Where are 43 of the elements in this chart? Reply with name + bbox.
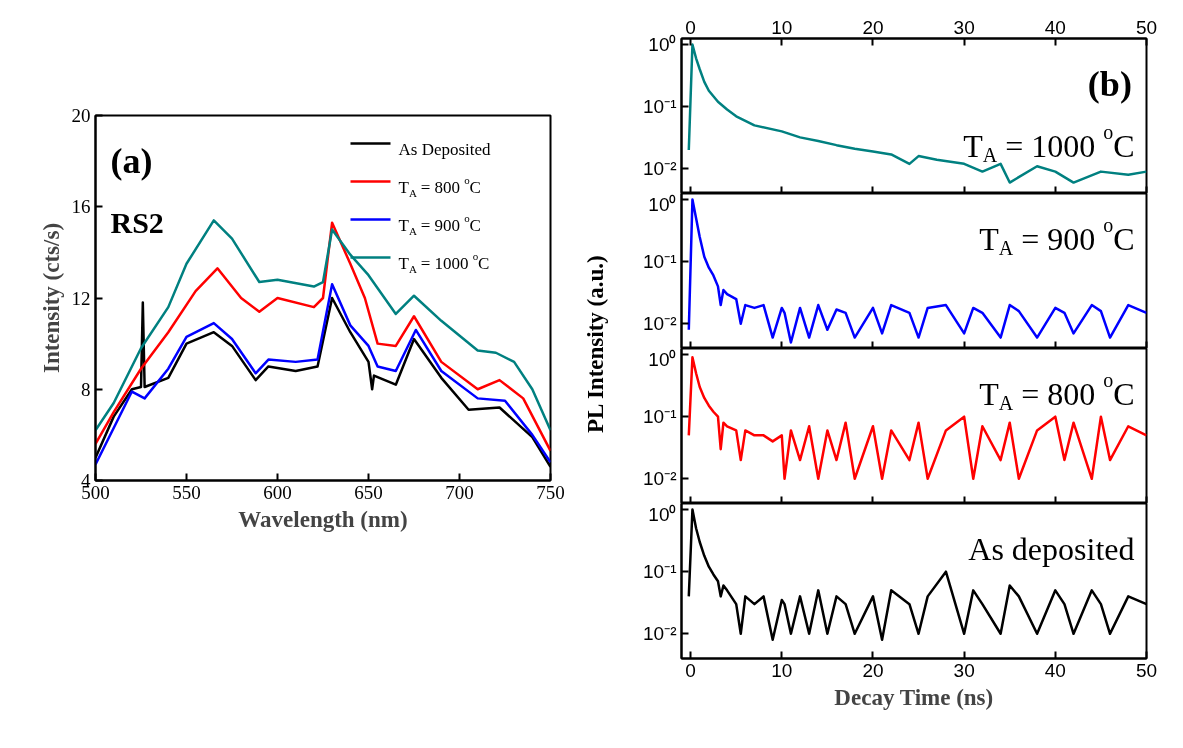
annotation: (a) bbox=[110, 140, 153, 181]
x-tick-label: 30 bbox=[953, 659, 975, 681]
x2-tick-label: 20 bbox=[862, 16, 884, 38]
x-axis-title: Wavelength (nm) bbox=[238, 506, 408, 532]
x2-tick-label: 0 bbox=[685, 16, 696, 38]
x-tick-label: 0 bbox=[685, 659, 696, 681]
legend-label: As Deposited bbox=[398, 140, 492, 159]
annotation: (b) bbox=[1087, 63, 1132, 104]
x-tick-label: 600 bbox=[263, 481, 292, 503]
x-axis-title: Decay Time (ns) bbox=[834, 684, 994, 710]
annotation: As deposited bbox=[968, 530, 1135, 567]
y-tick-label: 10⁻² bbox=[643, 623, 677, 645]
x2-tick-label: 10 bbox=[771, 16, 793, 38]
y-tick-label: 10⁰ bbox=[648, 503, 677, 525]
annotation: RS2 bbox=[110, 206, 164, 239]
y-tick-label: 10⁰ bbox=[648, 34, 677, 56]
y-axis-title: Intensity (cts/s) bbox=[38, 222, 64, 374]
y-tick-label: 10⁰ bbox=[648, 193, 677, 215]
y-tick-label: 10⁻¹ bbox=[643, 561, 677, 583]
y-tick-label: 10⁻¹ bbox=[643, 406, 677, 428]
x2-tick-label: 50 bbox=[1135, 16, 1158, 38]
x2-tick-label: 40 bbox=[1044, 16, 1066, 38]
line-series bbox=[687, 43, 1147, 184]
y-tick-label: 12 bbox=[71, 287, 91, 309]
x-tick-label: 50 bbox=[1135, 659, 1158, 681]
y-tick-label: 10⁻² bbox=[643, 158, 677, 180]
x-tick-label: 20 bbox=[862, 659, 884, 681]
x-tick-label: 40 bbox=[1044, 659, 1066, 681]
x-tick-label: 750 bbox=[536, 481, 565, 503]
y-tick-label: 10⁻¹ bbox=[643, 251, 677, 273]
y-axis-title: PL Intensity (a.u.) bbox=[583, 255, 609, 433]
y-tick-label: 10⁻² bbox=[643, 468, 677, 490]
x-tick-label: 650 bbox=[354, 481, 383, 503]
y-tick-label: 10⁰ bbox=[648, 348, 677, 370]
x-tick-label: 550 bbox=[172, 481, 201, 503]
y-tick-label: 20 bbox=[71, 105, 91, 126]
x-tick-label: 700 bbox=[445, 481, 474, 503]
y-tick-label: 8 bbox=[81, 378, 91, 400]
y-tick-label: 10⁻¹ bbox=[643, 96, 677, 118]
y-tick-label: 10⁻² bbox=[643, 313, 677, 335]
x-tick-label: 10 bbox=[771, 659, 793, 681]
x2-tick-label: 30 bbox=[953, 16, 975, 38]
y-tick-label: 16 bbox=[71, 196, 91, 218]
